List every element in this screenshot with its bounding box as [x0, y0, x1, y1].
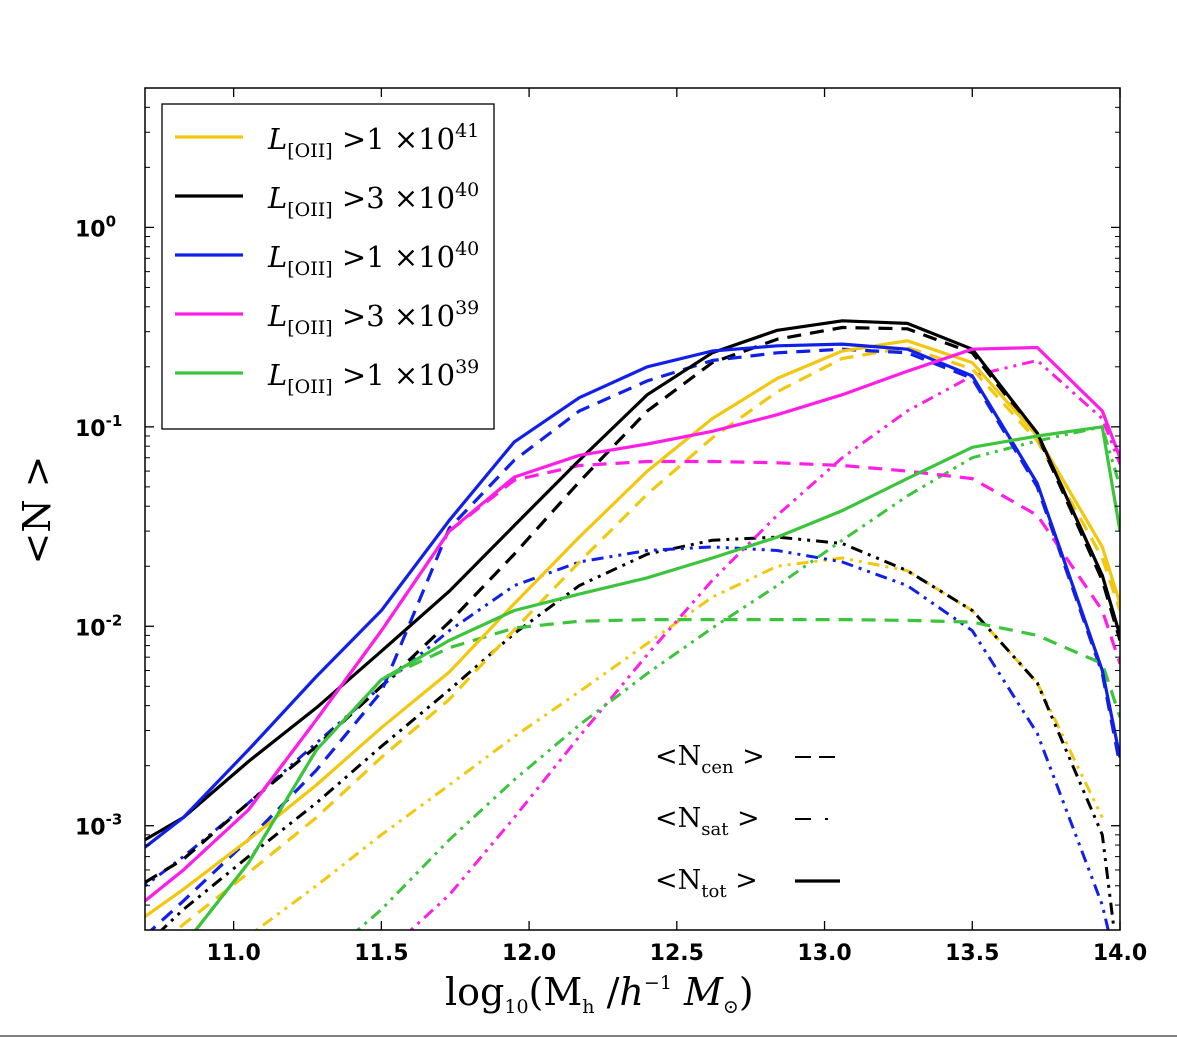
x-tick-label: 11.5: [354, 941, 408, 966]
y-tick-label: 100: [75, 212, 116, 242]
x-axis-label: log10(Mh /h−1 M⊙): [445, 970, 754, 1018]
y-axis-label: <N >: [15, 455, 59, 564]
x-tick-label: 13.5: [945, 941, 999, 966]
legend-label: L[OII] >1 ×1039: [267, 356, 479, 398]
plot-frame: [144, 87, 1121, 931]
legend-box: [161, 103, 495, 430]
x-tick-label: 12.5: [650, 941, 704, 966]
svg-text:<N >: <N >: [15, 455, 59, 564]
x-tick-label: 11.0: [206, 941, 260, 966]
legend-label: L[OII] >3 ×1039: [267, 297, 479, 339]
series-3-cen-line: [149, 347, 1120, 930]
series-1-sat-line: [254, 556, 1104, 930]
series-2-tot-line: [145, 319, 1120, 842]
line-style-label: <Ntot >: [655, 865, 758, 902]
line-style-key: <Ncen > <Nsat > <Ntot >: [655, 741, 840, 902]
line-style-label: <Ncen >: [655, 741, 765, 778]
series-5-sat-line: [356, 425, 1120, 930]
series-3-sat-line: [145, 545, 1110, 930]
series-4-tot-line: [145, 345, 1120, 903]
svg-text:log10(Mh /h−1 M⊙): log10(Mh /h−1 M⊙): [445, 970, 754, 1018]
y-tick-label: 10-1: [75, 412, 122, 442]
series-layer: [145, 319, 1120, 930]
legend-label: L[OII] >1 ×1040: [267, 238, 479, 280]
series-1-cen-line: [174, 345, 1120, 930]
x-tick-label: 13.0: [797, 941, 851, 966]
legend: L[OII] >1 ×1041 L[OII] >3 ×1040 L[OII] >1 …: [161, 103, 495, 430]
legend-label: L[OII] >1 ×1041: [267, 120, 479, 162]
series-5-tot-line: [193, 425, 1120, 930]
x-tick-label: 14.0: [1093, 941, 1147, 966]
y-tick-label: 10-2: [75, 611, 122, 641]
series-2-sat-line: [159, 535, 1116, 930]
series-3-tot-line: [145, 342, 1120, 849]
line-style-label: <Nsat >: [655, 803, 760, 840]
series-2-cen-line: [145, 325, 1120, 884]
series-1-tot-line: [145, 339, 1120, 918]
x-tick-label: 12.0: [502, 941, 556, 966]
legend-label: L[OII] >3 ×1040: [267, 179, 479, 221]
y-tick-label: 10-3: [75, 811, 122, 841]
tick-layer: 11.0 11.5 12.0 12.5 13.0 13.5 14.0 100 10-1 10-2 1…: [75, 87, 1147, 966]
series-4-sat-line: [409, 359, 1120, 930]
